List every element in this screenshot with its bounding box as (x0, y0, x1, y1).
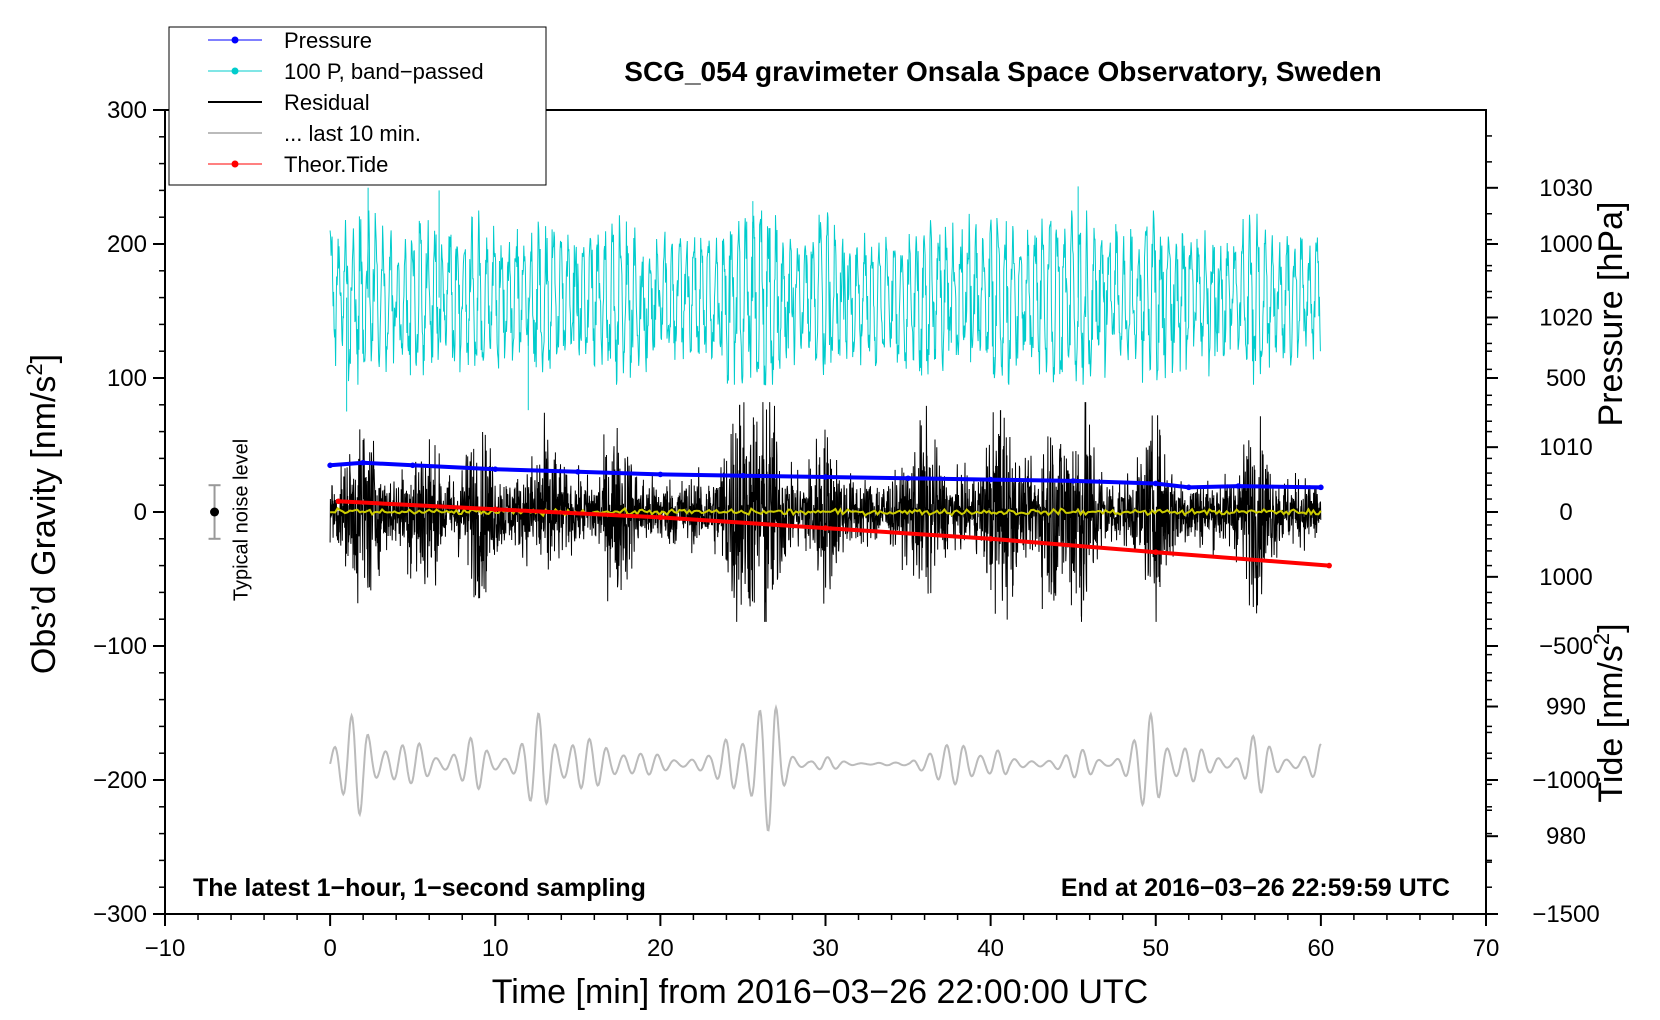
y-pressure-tick-label-3: 1000 (1539, 564, 1592, 591)
pressure-point-1 (360, 459, 366, 466)
pressure-point-2 (409, 462, 416, 469)
pressure-point-3 (492, 466, 499, 473)
x-tick-label-2: 10 (482, 935, 509, 962)
pressure-point-11 (1152, 480, 1159, 487)
pressure-point-10 (1070, 478, 1076, 484)
legend-entries: Pressure 100 P, band−passed Residual ... la… (208, 28, 484, 177)
y-pressure-tick-label-5: 980 (1546, 823, 1586, 850)
chart-title: SCG_054 gravimeter Onsala Space Observat… (624, 56, 1381, 87)
y-tide-tick-label-2: 0 (1559, 499, 1572, 526)
x-tick-label-7: 60 (1308, 935, 1335, 962)
tide-point-0 (335, 498, 342, 505)
pressure-axis-title: Pressure [hPa] (1592, 202, 1630, 427)
tide-point-4 (987, 536, 994, 542)
y-pressure-tick-label-4: 990 (1546, 694, 1586, 721)
series-layer (327, 186, 1332, 832)
y-tide-tick-label-4: −1000 (1532, 767, 1599, 794)
pressure-point-5 (657, 471, 664, 478)
annotation-end-time: End at 2016−03−26 22:59:59 UTC (1061, 874, 1450, 902)
y-tide-tick-label-1: 500 (1546, 365, 1586, 392)
pressure-point-6 (740, 472, 746, 479)
series-last-10-min (329, 703, 1322, 832)
pressure-point-12 (1185, 484, 1192, 491)
left-axis-title: Obs’d Gravity [nm/s2] (22, 354, 63, 674)
y-pressure-tick-label-1: 1020 (1539, 304, 1592, 331)
series-residual (329, 402, 1322, 622)
x-axis-title: Time [min] from 2016−03−26 22:00:00 UTC (492, 973, 1148, 1011)
noise-level-label: Typical noise level (231, 439, 253, 601)
x-tick-label-5: 40 (977, 935, 1004, 962)
pressure-point-4 (575, 469, 581, 475)
series-residual-smoothed (330, 506, 1322, 518)
y-tide-tick-label-0: 1000 (1539, 231, 1592, 258)
legend-dot-1 (231, 67, 239, 75)
tide-point-6 (1326, 562, 1332, 569)
pressure-point-13 (1235, 483, 1242, 489)
legend: Pressure 100 P, band−passed Residual ... la… (168, 26, 547, 186)
tide-axis-title: Tide [nm/s2] (1589, 623, 1630, 802)
x-tick-label-0: −10 (145, 935, 186, 962)
y-tide-tick-label-5: −1500 (1532, 901, 1599, 928)
tide-point-5 (1152, 549, 1159, 555)
legend-box (168, 26, 547, 186)
y-left-tick-label-0: 300 (107, 97, 147, 124)
legend-dot-4 (231, 160, 239, 168)
pressure-point-0 (327, 462, 333, 469)
y-pressure-tick-label-0: 1030 (1539, 175, 1592, 202)
series-band-passed (329, 210, 1321, 386)
tide-point-1 (492, 506, 499, 513)
y-left-tick-label-6: −300 (93, 901, 147, 928)
pressure-point-8 (905, 475, 911, 482)
noise-level-dot (210, 507, 220, 517)
noise-level-marker: Typical noise level (208, 439, 253, 601)
y-pressure-tick-label-2: 1010 (1539, 434, 1592, 461)
pressure-point-9 (987, 476, 994, 483)
axes-layer: −10 0 10 20 30 40 50 60 703002001000−100−200−300… (93, 97, 1600, 962)
legend-dot-0 (231, 36, 239, 44)
x-tick-label-3: 20 (647, 935, 674, 962)
legend-label-0: Pressure (284, 28, 372, 53)
legend-label-4: Theor.Tide (284, 152, 388, 177)
legend-label-1: 100 P, band−passed (284, 59, 484, 84)
pressure-point-14 (1318, 484, 1324, 491)
pressure-point-7 (822, 474, 829, 480)
legend-label-3: ... last 10 min. (284, 121, 421, 146)
x-tick-label-1: 0 (323, 935, 336, 962)
y-left-tick-label-1: 200 (107, 231, 147, 258)
annotation-sampling: The latest 1−hour, 1−second sampling (193, 874, 646, 902)
y-left-tick-label-5: −200 (93, 767, 147, 794)
tide-point-3 (822, 525, 829, 531)
y-tide-tick-label-3: −500 (1539, 633, 1593, 660)
x-tick-label-8: 70 (1473, 935, 1500, 962)
x-tick-label-6: 50 (1142, 935, 1169, 962)
y-left-tick-label-4: −100 (93, 633, 147, 660)
y-left-tick-label-2: 100 (107, 365, 147, 392)
legend-label-2: Residual (284, 90, 370, 115)
tide-point-2 (657, 514, 664, 521)
x-tick-label-4: 30 (812, 935, 839, 962)
y-left-tick-label-3: 0 (134, 499, 147, 526)
